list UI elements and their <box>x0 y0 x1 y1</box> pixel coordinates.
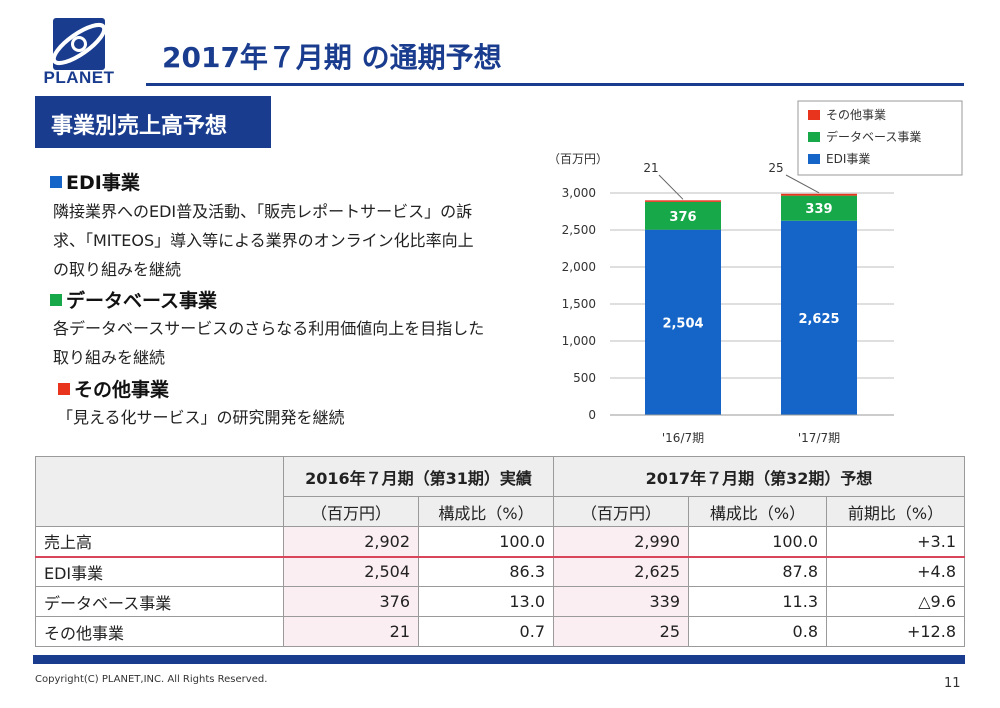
y-tick-label: 2,500 <box>562 223 596 237</box>
page-title: 2017年７月期 の通期予想 <box>162 41 502 74</box>
planet-logo-icon <box>51 18 107 70</box>
bar-segment <box>645 201 721 230</box>
logo-text: PLANET <box>43 68 115 87</box>
segment-desc-other: 「見える化サービス」の研究開発を継続 <box>57 403 345 432</box>
legend-swatch <box>808 132 820 142</box>
table-cell: 0.8 <box>688 616 827 647</box>
copyright-text: Copyright(C) PLANET,INC. All Rights Rese… <box>35 674 268 685</box>
data-label: 21 <box>643 161 658 175</box>
table-cell: 25 <box>553 616 689 647</box>
footer-bar <box>33 655 965 664</box>
y-tick-label: 1,500 <box>562 297 596 311</box>
table-row: EDI事業 2,504 86.3 2,625 87.8 +4.8 <box>35 556 965 587</box>
data-label: 2,504 <box>662 316 703 331</box>
leader-line <box>785 174 820 194</box>
table-cell: △9.6 <box>826 586 965 617</box>
table-cell: +3.1 <box>826 526 965 558</box>
table-cell: 100.0 <box>418 526 554 558</box>
data-label: 339 <box>805 202 832 217</box>
table-corner-cell <box>35 456 284 527</box>
y-tick-label: 1,000 <box>562 334 596 348</box>
data-label: 2,625 <box>798 312 839 327</box>
group-header-2016: 2016年７月期（第31期）実績 <box>283 456 554 497</box>
segment-name: データベース事業 <box>66 290 218 312</box>
table-row: データベース事業 376 13.0 339 11.3 △9.6 <box>35 586 965 617</box>
bar-segment <box>781 195 857 221</box>
desc-line: の取り組みを継続 <box>53 260 182 279</box>
segment-desc-database: 各データベースサービスのさらなる利用価値向上を目指した 取り組みを継続 <box>53 314 484 372</box>
segment-name: その他事業 <box>74 379 170 401</box>
table-group-header-row: 2016年７月期（第31期）実績 2017年７月期（第32期）予想 <box>35 456 965 527</box>
desc-line: 「見える化サービス」の研究開発を継続 <box>57 408 345 427</box>
segment-heading-database: データベース事業 <box>50 286 217 313</box>
sales-forecast-table: 2016年７月期（第31期）実績 2017年７月期（第32期）予想 （百万円） … <box>35 456 965 647</box>
square-icon <box>58 383 70 395</box>
bar-segment <box>781 193 857 196</box>
sub-header: 構成比（%） <box>688 496 827 527</box>
sub-header: 前期比（%） <box>826 496 965 527</box>
sales-stacked-bar-chart: （百万円） 0 500 1,000 1,500 2,000 2,500 3,000 2,504 3… <box>548 100 963 445</box>
row-label: データベース事業 <box>35 586 284 617</box>
y-tick-label: 0 <box>588 408 596 422</box>
bar-segment <box>781 220 857 415</box>
table-cell: 86.3 <box>418 556 554 587</box>
table-cell: +12.8 <box>826 616 965 647</box>
table-row: その他事業 21 0.7 25 0.8 +12.8 <box>35 616 965 647</box>
x-tick-label: '16/7期 <box>662 431 704 445</box>
segment-desc-edi: 隣接業界へのEDI普及活動、「販売レポートサービス」の訴 求、「MITEOS」導… <box>53 197 474 284</box>
table-sub-header-row: （百万円） 構成比（%） （百万円） 構成比（%） 前期比（%） <box>36 496 965 527</box>
desc-line: 取り組みを継続 <box>53 348 166 367</box>
table-cell: 21 <box>283 616 419 647</box>
data-label: 376 <box>669 210 696 225</box>
sub-header: （百万円） <box>283 496 419 527</box>
title-rule <box>146 83 964 86</box>
desc-line: 求、「MITEOS」導入等による業界のオンライン化比率向上 <box>53 231 474 250</box>
section-title: 事業別売上高予想 <box>35 96 271 148</box>
row-label: その他事業 <box>35 616 284 647</box>
legend-label: その他事業 <box>826 108 886 122</box>
legend-box <box>797 100 963 176</box>
table-cell: 2,504 <box>283 556 419 587</box>
sub-header: （百万円） <box>553 496 689 527</box>
legend-label: EDI事業 <box>826 152 870 166</box>
sub-header: 構成比（%） <box>418 496 554 527</box>
bar-segment <box>645 229 721 415</box>
legend-swatch <box>808 154 820 164</box>
segment-heading-other: その他事業 <box>58 375 169 402</box>
table-cell: 100.0 <box>688 526 827 558</box>
y-tick-label: 2,000 <box>562 260 596 274</box>
data-label: 25 <box>768 161 783 175</box>
y-unit-label: （百万円） <box>548 152 608 166</box>
table-cell: 2,902 <box>283 526 419 558</box>
table-cell: 376 <box>283 586 419 617</box>
square-icon <box>50 176 62 188</box>
row-label: 売上高 <box>35 526 284 558</box>
table-cell: 0.7 <box>418 616 554 647</box>
table-cell: 87.8 <box>688 556 827 587</box>
table-row: 売上高 2,902 100.0 2,990 100.0 +3.1 <box>35 526 965 558</box>
x-tick-label: '17/7期 <box>798 431 840 445</box>
segment-name: EDI事業 <box>66 172 140 194</box>
leader-line <box>658 174 684 200</box>
square-icon <box>50 294 62 306</box>
y-tick-label: 3,000 <box>562 186 596 200</box>
table-cell: 11.3 <box>688 586 827 617</box>
bar-segment <box>645 200 721 202</box>
y-tick-label: 500 <box>573 371 596 385</box>
table-cell: 339 <box>553 586 689 617</box>
table-cell: +4.8 <box>826 556 965 587</box>
segment-heading-edi: EDI事業 <box>50 168 140 195</box>
table-cell: 2,990 <box>553 526 689 558</box>
legend-label: データベース事業 <box>826 129 921 144</box>
table-cell: 2,625 <box>553 556 689 587</box>
page-number: 11 <box>944 676 961 691</box>
row-label: EDI事業 <box>35 556 284 587</box>
legend-swatch <box>808 110 820 120</box>
desc-line: 各データベースサービスのさらなる利用価値向上を目指した <box>53 319 485 338</box>
desc-line: 隣接業界へのEDI普及活動、「販売レポートサービス」の訴 <box>53 202 473 221</box>
group-header-2017: 2017年７月期（第32期）予想 <box>553 456 965 497</box>
table-cell: 13.0 <box>418 586 554 617</box>
